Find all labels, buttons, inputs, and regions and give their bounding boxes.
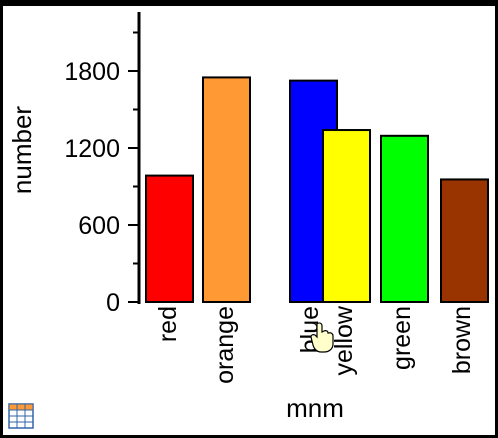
bars-layer bbox=[145, 76, 489, 303]
bar-brown[interactable] bbox=[440, 178, 489, 303]
x-category-label-orange: orange bbox=[211, 306, 239, 384]
x-category-label-green: green bbox=[388, 306, 416, 370]
bar-green[interactable] bbox=[380, 134, 429, 303]
y-axis-title: number bbox=[7, 106, 37, 194]
bar-red[interactable] bbox=[145, 174, 194, 303]
bar-yellow[interactable] bbox=[322, 129, 371, 303]
y-tick-label: 1200 bbox=[64, 135, 120, 163]
y-ticks: 0 600 1200 1800 bbox=[64, 31, 139, 317]
y-tick-label: 0 bbox=[106, 289, 120, 317]
bar-orange[interactable] bbox=[202, 76, 251, 303]
x-category-label-yellow: yellow bbox=[330, 305, 358, 375]
x-axis-title: mnm bbox=[286, 393, 344, 423]
y-tick-label: 600 bbox=[78, 212, 120, 240]
table-icon[interactable] bbox=[8, 403, 34, 429]
hand-cursor-icon bbox=[310, 322, 334, 353]
x-category-label-brown: brown bbox=[448, 306, 476, 374]
x-category-label-red: red bbox=[154, 306, 182, 342]
y-tick-label: 1800 bbox=[64, 58, 120, 86]
